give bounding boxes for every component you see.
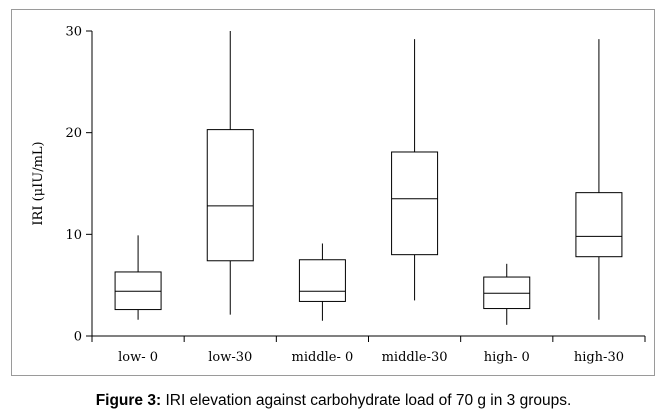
boxes	[114, 31, 623, 325]
box-group-4	[391, 39, 439, 301]
caption-label: Figure 3:	[95, 392, 162, 409]
x-category-label: middle- 0	[292, 350, 354, 365]
x-category-label: low-30	[208, 350, 252, 365]
box-group-5	[483, 263, 531, 325]
labels: 0 10 20 30 low- 0 low-30 middle- 0 middle-30 hig…	[31, 25, 624, 366]
y-tick-label: 0	[74, 330, 82, 345]
chart-frame: 0 10 20 30 low- 0 low-30 middle- 0 middle-30 hig…	[11, 9, 655, 376]
box-plot-chart: 0 10 20 30 low- 0 low-30 middle- 0 middle-30 hig…	[31, 25, 646, 366]
y-tick-label: 30	[65, 25, 82, 40]
box-group-6	[575, 39, 623, 320]
box-group-3	[298, 243, 346, 321]
y-axis-title: IRI (μIU/mL)	[31, 141, 46, 225]
x-category-label: middle-30	[382, 350, 448, 365]
box	[206, 129, 254, 262]
axes	[86, 30, 646, 342]
box	[483, 276, 531, 310]
box-group-1	[114, 235, 162, 320]
x-category-label: low- 0	[118, 350, 158, 365]
x-category-label: high-30	[574, 350, 624, 365]
y-tick-label: 20	[65, 126, 82, 141]
box-group-2	[206, 31, 254, 315]
caption-text: IRI elevation against carbohydrate load …	[161, 392, 572, 409]
box	[391, 151, 439, 256]
y-tick-label: 10	[65, 228, 82, 243]
box	[298, 259, 346, 302]
figure-caption: Figure 3: IRI elevation against carbohyd…	[0, 392, 667, 410]
box	[575, 192, 623, 258]
x-category-label: high- 0	[484, 350, 530, 365]
box	[114, 271, 162, 311]
